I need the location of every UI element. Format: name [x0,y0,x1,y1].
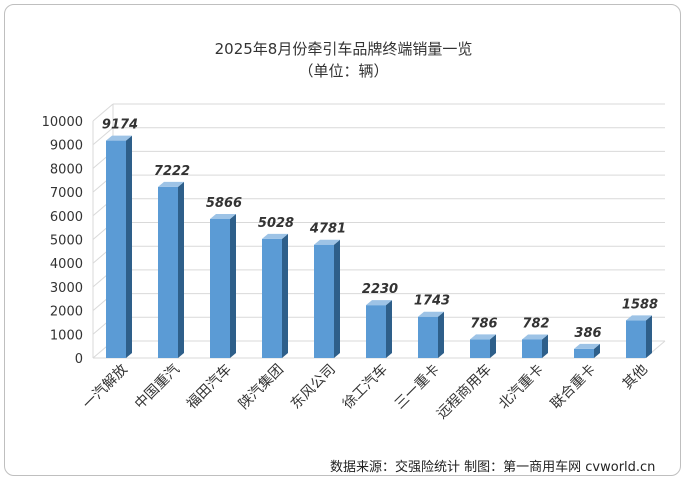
category-label: 北汽重卡 [496,362,547,413]
bar-side [594,343,600,358]
y-tick-label: 10000 [42,115,83,130]
bar [262,238,282,358]
bar [158,186,178,358]
bar-top [106,135,132,141]
y-tick-label: 0 [75,352,83,367]
data-label: 386 [574,326,601,341]
y-tick-label: 6000 [50,210,83,225]
bar-top [418,311,444,317]
source-note: 数据来源：交强险统计 制图：第一商用车网 cvworld.cn [330,460,656,475]
bar-side [178,181,184,358]
bar-top [262,233,288,239]
bar-side [230,213,236,358]
chart-title: 2025年8月份牵引车品牌终端销量一览 [214,40,473,58]
bar [314,244,334,358]
bar-side [126,135,132,358]
category-label: 徐工汽车 [339,361,391,413]
bar-top [158,181,184,187]
bar [210,218,230,358]
bar-side [490,334,496,358]
bar-top [574,343,600,349]
bar [626,320,646,358]
bar-top [210,213,236,219]
bar [106,140,126,358]
axes: 0 1000 2000 3000 4000 5000 6000 7000 8000 9000 100… [42,115,83,367]
bar-side [282,233,288,358]
chart-subtitle: （单位：辆） [298,62,389,80]
category-label: 远程商用车 [433,361,495,423]
category-label: 东风公司 [288,362,339,413]
y-tick-label: 9000 [50,139,83,154]
bar-side [386,300,392,358]
y-tick-label: 1000 [50,328,83,343]
data-label: 782 [522,316,549,331]
data-label: 9174 [102,118,138,133]
bar-top [366,300,392,306]
bar-top [314,239,340,245]
bar [522,339,542,358]
bars [106,135,652,358]
data-label: 4781 [309,222,346,237]
data-label: 5028 [258,216,294,231]
bar [366,305,386,358]
y-tick-label: 5000 [50,234,83,249]
data-label: 2230 [362,282,398,297]
bar-side [646,315,652,358]
data-label: 5866 [206,196,242,211]
category-label: 三一重卡 [392,362,443,413]
bar [574,348,594,358]
bar-side [334,239,340,358]
bar-top [626,315,652,321]
bar-top [522,334,548,340]
y-tick-label: 2000 [50,305,83,320]
bar-top [470,334,496,340]
category-label: 联合重卡 [548,362,599,413]
gridline-side [92,103,114,122]
bar [418,316,438,358]
category-label: 一汽解放 [80,362,131,413]
bar-side [542,334,548,358]
bar [470,339,490,358]
category-label: 福田汽车 [183,361,235,413]
y-tick-label: 3000 [50,281,83,296]
y-tick-label: 8000 [50,162,83,177]
category-label: 其他 [620,362,651,393]
gridline-side [92,127,114,146]
data-label: 1743 [414,294,450,309]
bar-side [438,311,444,358]
data-label: 7222 [154,164,190,179]
data-label: 1588 [622,297,658,312]
y-tick-label: 4000 [50,257,83,272]
y-tick-label: 7000 [50,186,83,201]
category-label: 中国重汽 [132,362,183,413]
category-label: 陕汽集团 [235,361,287,413]
data-label: 786 [470,316,497,331]
